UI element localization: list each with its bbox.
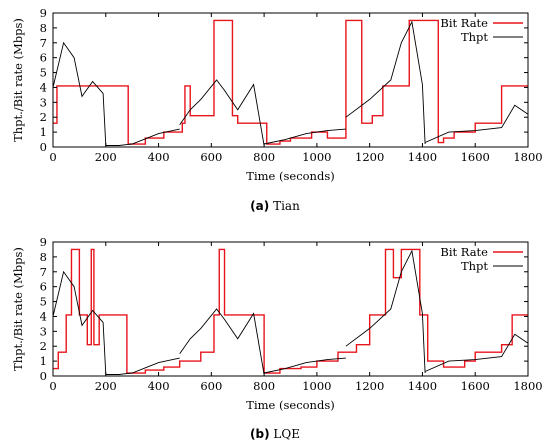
y-tick-label: 8 <box>40 250 47 264</box>
plot-frame <box>52 12 529 148</box>
y-tick-label: 4 <box>40 80 47 94</box>
x-tick-label: 0 <box>49 150 56 164</box>
y-tick-label: 7 <box>40 36 47 50</box>
y-tick-label: 6 <box>40 280 47 294</box>
y-tick-label: 5 <box>40 295 47 309</box>
x-tick-label: 200 <box>95 379 117 393</box>
x-tick-label: 1000 <box>302 379 331 393</box>
y-tick-label: 2 <box>40 339 47 353</box>
thpt-series-segment <box>179 79 265 146</box>
x-tick-label: 800 <box>253 150 275 164</box>
x-tick-label: 200 <box>95 150 117 164</box>
x-tick-label: 1600 <box>461 150 490 164</box>
thpt-series-segment <box>52 41 107 146</box>
y-tick-label: 4 <box>40 309 47 323</box>
caption-lqe: (b) LQE <box>0 427 550 441</box>
y-tick-label: 8 <box>40 21 47 35</box>
y-tick-label: 0 <box>40 140 47 154</box>
thpt-series-segment <box>52 270 107 375</box>
plot-frame <box>52 241 529 377</box>
caption-text: LQE <box>273 427 300 441</box>
bitrate-series-line <box>53 248 528 374</box>
x-axis-label: Time (seconds) <box>246 398 334 412</box>
y-tick-label: 1 <box>40 354 47 368</box>
x-tick-label: 600 <box>200 379 222 393</box>
y-tick-label: 5 <box>40 66 47 80</box>
y-tick-label: 6 <box>40 51 47 65</box>
legend-label: Thpt <box>461 259 488 273</box>
y-tick-label: 1 <box>40 125 47 139</box>
x-tick-label: 1600 <box>461 379 490 393</box>
y-tick-label: 9 <box>40 6 47 20</box>
thpt-series-segment <box>264 128 346 145</box>
x-tick-label: 600 <box>200 150 222 164</box>
y-tick-label: 0 <box>40 369 47 383</box>
y-axis-label: Thpt./Bit rate (Mbps) <box>11 247 25 371</box>
thpt-series-segment <box>424 333 529 372</box>
thpt-series-segment <box>264 357 346 374</box>
x-tick-label: 800 <box>253 379 275 393</box>
thpt-series-segment <box>105 128 180 146</box>
bitrate-series-line <box>53 19 528 145</box>
x-tick-label: 1200 <box>355 150 384 164</box>
x-tick-label: 1800 <box>513 379 542 393</box>
caption-text: Tian <box>273 199 300 213</box>
x-tick-label: 1400 <box>408 150 437 164</box>
thpt-series-segment <box>179 308 265 375</box>
caption-letter: (b) <box>250 427 270 441</box>
y-axis-label: Thpt./Bit rate (Mbps) <box>11 18 25 142</box>
caption-letter: (a) <box>250 199 270 213</box>
x-tick-label: 0 <box>49 379 56 393</box>
x-tick-label: 1200 <box>355 379 384 393</box>
plot-area <box>52 248 529 375</box>
plot-area <box>52 19 529 146</box>
legend-label: Bit Rate <box>440 245 488 259</box>
x-tick-label: 1000 <box>302 150 331 164</box>
x-tick-label: 1400 <box>408 379 437 393</box>
x-axis-label: Time (seconds) <box>246 169 334 183</box>
y-tick-label: 7 <box>40 265 47 279</box>
chart-panel-lqe: 0 200 400 600 800 1000 1200 1400 1600 1800 0123456… <box>11 235 543 412</box>
thpt-series-segment <box>424 104 529 143</box>
x-tick-label: 1800 <box>513 150 542 164</box>
y-tick-label: 2 <box>40 110 47 124</box>
y-tick-label: 9 <box>40 235 47 249</box>
x-tick-label: 400 <box>148 379 170 393</box>
caption-tian: (a) Tian <box>0 199 550 213</box>
chart-panel-tian: 0 200 400 600 800 1000 1200 1400 1600 1800 0123456… <box>11 6 543 183</box>
y-tick-label: 3 <box>40 324 47 338</box>
thpt-series-segment <box>345 20 426 145</box>
y-tick-label: 3 <box>40 95 47 109</box>
thpt-series-segment <box>345 249 426 374</box>
x-tick-label: 400 <box>148 150 170 164</box>
legend-label: Thpt <box>461 30 488 44</box>
thpt-series-segment <box>105 357 180 375</box>
legend-label: Bit Rate <box>440 16 488 30</box>
